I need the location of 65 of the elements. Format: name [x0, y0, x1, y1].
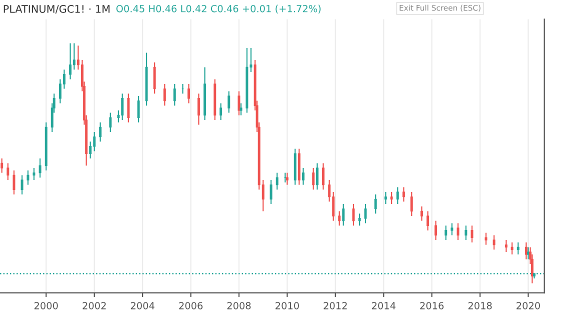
candlestick: [38, 158, 42, 178]
candlestick: [26, 170, 30, 186]
candlestick: [516, 242, 520, 255]
candlestick: [384, 191, 387, 205]
candlestick: [197, 93, 200, 126]
chart-subtitle: O0.45 H0.46 L0.42 C0.46 +0.01 (+1.72%): [116, 4, 321, 14]
candlestick: [322, 162, 324, 190]
x-tick-label: 2000: [34, 302, 58, 310]
candlestick: [6, 162, 10, 181]
x-tick-label: 2006: [179, 302, 203, 310]
candlestick: [69, 42, 72, 80]
candlestick: [470, 225, 474, 243]
candlestick: [286, 172, 288, 186]
candlestick: [444, 225, 448, 241]
candlestick: [456, 222, 460, 241]
x-tick-label: 2012: [324, 302, 347, 310]
candlestick: [276, 172, 278, 190]
candlestick: [99, 122, 102, 142]
candlestick: [188, 83, 190, 104]
candlestick: [0, 158, 4, 174]
candlestick: [312, 167, 315, 190]
candlestick: [240, 102, 242, 116]
candlestick: [270, 179, 272, 205]
candlestick: [173, 83, 176, 106]
candlestick: [492, 234, 496, 250]
candlestick: [163, 83, 166, 106]
candlestick: [228, 90, 230, 114]
candlestick: [396, 186, 399, 205]
candlestick: [342, 203, 345, 226]
candlestick: [238, 90, 240, 116]
candlestick: [20, 174, 24, 195]
x-tick-label: 2016: [420, 302, 444, 310]
x-tick-label: 2008: [227, 302, 251, 310]
candlestick: [127, 93, 130, 123]
candlestick: [374, 194, 377, 214]
candlestick: [510, 242, 514, 255]
x-tick-label: 2010: [276, 302, 299, 310]
candlestick: [464, 225, 468, 241]
candlestick: [121, 93, 124, 121]
x-tick-label: 2020: [516, 302, 540, 310]
candlestick: [109, 112, 112, 133]
candlestick: [434, 220, 438, 241]
candlestick: [420, 206, 423, 222]
candlestick: [72, 42, 76, 70]
candlestick: [93, 131, 96, 152]
candlestick: [316, 162, 318, 190]
candlestick: [352, 203, 355, 226]
candlestick: [524, 242, 528, 260]
candlestick: [153, 62, 156, 94]
candlestick: [137, 95, 140, 123]
chart-title: PLATINUM/GC1! · 1M: [4, 4, 110, 14]
candlestick: [338, 210, 341, 226]
candlestick: [358, 213, 361, 226]
candlestick: [390, 191, 393, 205]
candlestick: [426, 210, 430, 231]
candlestick: [410, 191, 413, 217]
x-tick-label: 2002: [82, 302, 106, 310]
candlestick: [450, 222, 454, 236]
x-tick-label: 2014: [372, 302, 396, 310]
x-tick-label: 2004: [130, 302, 154, 310]
candlestick: [504, 239, 508, 253]
candlestick: [402, 186, 405, 202]
candlestick: [220, 102, 222, 121]
candlestick: [302, 167, 304, 186]
x-tick-label: 2018: [468, 302, 492, 310]
